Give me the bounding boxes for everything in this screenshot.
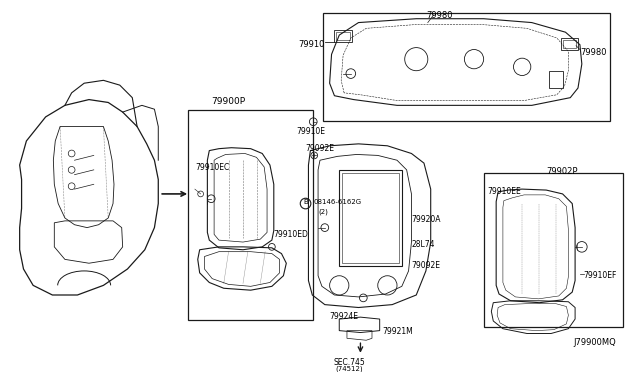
Bar (323, 13, 610, 121)
Text: SEC.745: SEC.745 (333, 357, 365, 366)
Text: 79910EF: 79910EF (584, 271, 617, 280)
Text: 79092E: 79092E (305, 144, 335, 153)
Text: 79910: 79910 (298, 40, 325, 49)
Text: 79910EE: 79910EE (488, 187, 521, 196)
Text: (2): (2) (318, 208, 328, 215)
Text: 79921M: 79921M (383, 327, 413, 336)
Bar (342, 173, 399, 263)
Text: (74512): (74512) (335, 365, 363, 372)
Text: J79900MQ: J79900MQ (573, 338, 616, 347)
Text: 79910ED: 79910ED (274, 231, 308, 240)
Bar (335, 30, 352, 42)
Text: 79900P: 79900P (211, 97, 246, 106)
Text: 79092E: 79092E (412, 261, 440, 270)
Text: 79910EC: 79910EC (195, 163, 229, 172)
Text: 79902P: 79902P (546, 167, 578, 176)
Text: 08146-6162G: 08146-6162G (313, 199, 362, 205)
Text: B: B (303, 199, 308, 205)
Bar (549, 71, 563, 88)
Text: 79920A: 79920A (412, 215, 441, 224)
Bar (563, 40, 576, 48)
Text: 79980: 79980 (426, 11, 452, 20)
Bar (337, 32, 350, 40)
Text: 79980: 79980 (580, 48, 607, 57)
Bar (561, 38, 578, 49)
Text: 28L74: 28L74 (412, 240, 435, 249)
Bar (484, 173, 623, 327)
Bar (188, 110, 313, 320)
Bar (339, 170, 402, 266)
Text: 79910E: 79910E (296, 126, 325, 135)
Text: 79924E: 79924E (330, 312, 358, 321)
